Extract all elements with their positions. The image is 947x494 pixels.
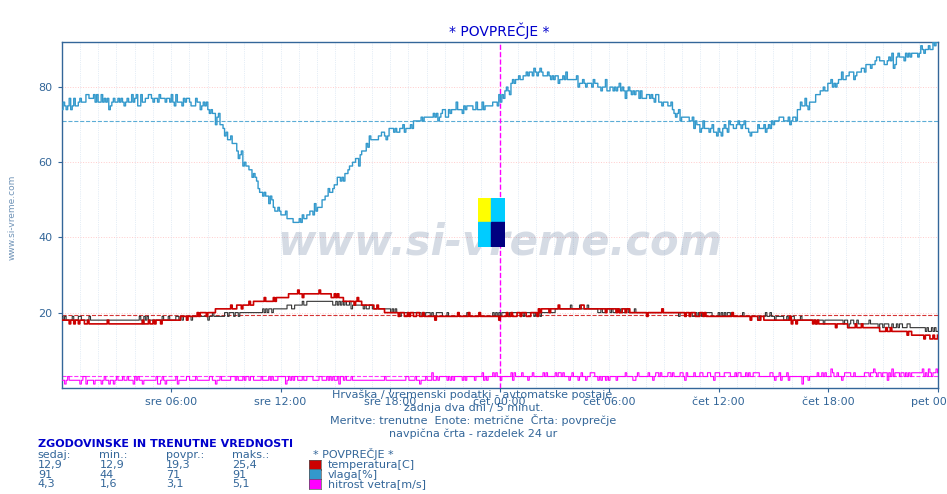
- Bar: [491, 222, 505, 247]
- Bar: [478, 198, 491, 222]
- Text: sedaj:: sedaj:: [38, 451, 71, 460]
- Text: www.si-vreme.com: www.si-vreme.com: [277, 221, 722, 264]
- Text: 19,3: 19,3: [166, 460, 190, 470]
- Title: * POVPREČJE *: * POVPREČJE *: [449, 23, 550, 40]
- Text: 12,9: 12,9: [38, 460, 63, 470]
- Text: zadnja dva dni / 5 minut.: zadnja dva dni / 5 minut.: [403, 403, 544, 413]
- Text: navpična črta - razdelek 24 ur: navpična črta - razdelek 24 ur: [389, 428, 558, 439]
- Text: Hrvaška / vremenski podatki - avtomatske postaje.: Hrvaška / vremenski podatki - avtomatske…: [331, 389, 616, 400]
- Text: 44: 44: [99, 470, 114, 480]
- Text: 1,6: 1,6: [99, 479, 116, 489]
- Text: 3,1: 3,1: [166, 479, 183, 489]
- Text: Meritve: trenutne  Enote: metrične  Črta: povprečje: Meritve: trenutne Enote: metrične Črta: …: [331, 414, 616, 426]
- Text: ZGODOVINSKE IN TRENUTNE VREDNOSTI: ZGODOVINSKE IN TRENUTNE VREDNOSTI: [38, 439, 293, 449]
- Text: temperatura[C]: temperatura[C]: [328, 460, 415, 470]
- Text: 12,9: 12,9: [99, 460, 124, 470]
- Text: * POVPREČJE *: * POVPREČJE *: [313, 449, 393, 460]
- Bar: [491, 198, 505, 222]
- Text: povpr.:: povpr.:: [166, 451, 204, 460]
- Text: 71: 71: [166, 470, 180, 480]
- Text: www.si-vreme.com: www.si-vreme.com: [8, 175, 17, 260]
- Text: 25,4: 25,4: [232, 460, 257, 470]
- Text: 5,1: 5,1: [232, 479, 249, 489]
- Text: 4,3: 4,3: [38, 479, 56, 489]
- Bar: [478, 222, 491, 247]
- Text: maks.:: maks.:: [232, 451, 269, 460]
- Text: 91: 91: [38, 470, 52, 480]
- Text: 91: 91: [232, 470, 246, 480]
- Text: min.:: min.:: [99, 451, 128, 460]
- Text: hitrost vetra[m/s]: hitrost vetra[m/s]: [328, 479, 425, 489]
- Text: vlaga[%]: vlaga[%]: [328, 470, 378, 480]
